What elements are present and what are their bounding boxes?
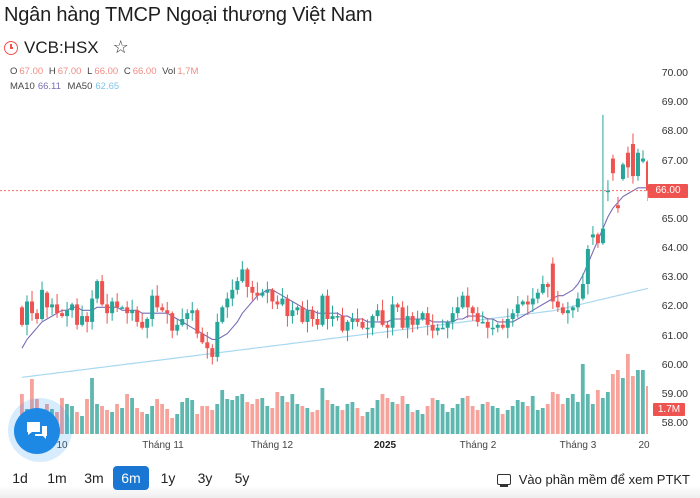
volume-value: 1,7M: [177, 66, 199, 77]
time-tick: 10: [56, 440, 68, 451]
price-tick: 62.00: [661, 300, 688, 313]
chat-icon: [27, 422, 47, 439]
high-value: 67.00: [57, 66, 82, 77]
ticker-symbol: VCB:HSX: [24, 37, 99, 57]
low-value: 66.00: [94, 66, 119, 77]
ma10-label: MA10: [10, 81, 35, 92]
range-button-3m[interactable]: 3m: [84, 470, 104, 486]
ticker-row: VCB:HSX ☆: [4, 37, 129, 58]
price-tick: 69.00: [661, 96, 688, 109]
ptkt-link[interactable]: Vào phần mềm để xem PTKT: [496, 472, 690, 487]
time-tick: Tháng 11: [142, 440, 184, 451]
price-tick: 65.00: [661, 212, 688, 225]
range-button-6m[interactable]: 6m: [113, 466, 149, 490]
candlestick-chart[interactable]: [0, 60, 648, 435]
clock-icon: [4, 40, 18, 55]
range-button-1y[interactable]: 1y: [160, 470, 176, 486]
price-tick: 63.00: [661, 271, 688, 284]
open-label: O: [10, 66, 18, 77]
ma50-value: 62.65: [95, 81, 120, 92]
range-button-3y[interactable]: 3y: [197, 470, 213, 486]
time-tick: 2025: [373, 440, 397, 451]
range-button-5y[interactable]: 5y: [234, 470, 250, 486]
current-volume-tag: 1.7M: [653, 403, 685, 416]
price-tick: 67.00: [661, 154, 688, 167]
low-label: L: [87, 66, 93, 77]
time-tick: Tháng 12: [250, 440, 294, 451]
open-value: 67.00: [19, 66, 44, 77]
price-tick: 61.00: [661, 329, 688, 342]
range-button-1d[interactable]: 1d: [12, 470, 28, 486]
volume-label: Vol: [162, 66, 176, 77]
page-title: Ngân hàng TMCP Ngoại thương Việt Nam: [4, 4, 373, 26]
close-value: 66.00: [132, 66, 157, 77]
ptkt-link-label: Vào phần mềm để xem PTKT: [518, 472, 690, 487]
external-monitor-icon: [496, 474, 511, 487]
price-tick: 58.00: [661, 417, 688, 429]
price-tick: 64.00: [661, 242, 688, 254]
star-icon[interactable]: ☆: [112, 37, 129, 57]
close-label: C: [123, 66, 131, 77]
time-tick: 20: [638, 440, 650, 451]
price-tick: 68.00: [661, 125, 688, 138]
time-tick: Tháng 3: [559, 440, 597, 451]
high-label: H: [48, 66, 56, 77]
price-tick: 60.00: [661, 358, 688, 371]
price-tick: 59.00: [661, 387, 688, 400]
range-button-1m[interactable]: 1m: [47, 470, 67, 486]
price-tick: 70.00: [661, 67, 688, 79]
ma-legend: MA10 66.11 MA50 62.65: [10, 81, 119, 92]
ohlc-legend: O 67.00 H 67.00 L 66.00 C 66.00 Vol 1,7M: [10, 66, 201, 77]
range-selector: 1d 1m 3m 6m 1y 3y 5y: [0, 466, 261, 490]
chat-button[interactable]: [14, 408, 60, 454]
ma50-label: MA50: [67, 81, 93, 92]
time-tick: Tháng 2: [459, 440, 497, 451]
current-price-tag: 66.00: [648, 184, 688, 198]
ma10-value: 66.11: [37, 81, 61, 92]
footer-bar: [0, 486, 700, 498]
